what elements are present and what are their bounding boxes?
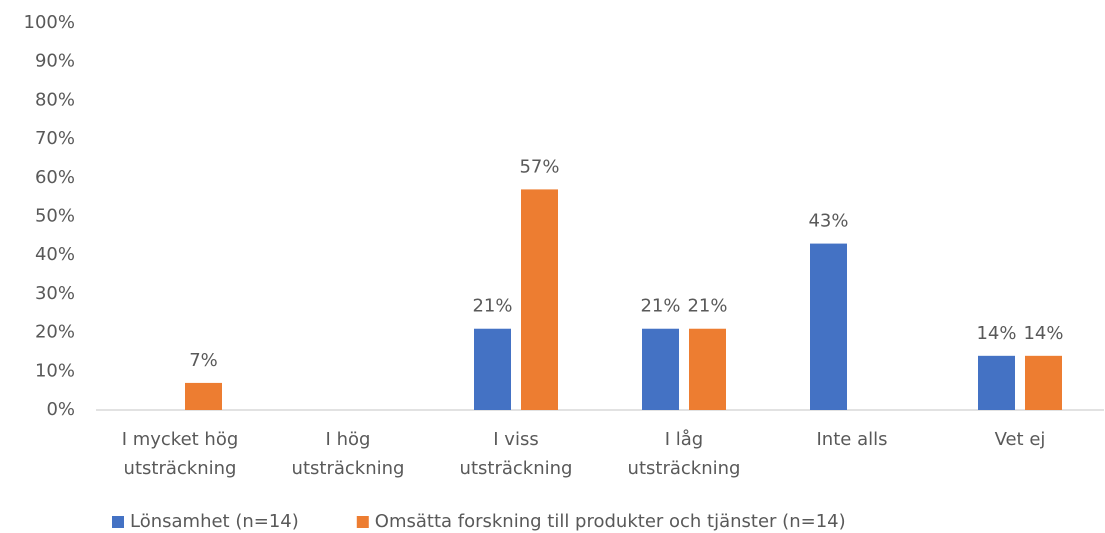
y-tick-label: 0% bbox=[46, 399, 75, 420]
x-tick-label: utsträckning bbox=[292, 458, 405, 479]
data-label: 43% bbox=[808, 211, 848, 232]
bar bbox=[521, 189, 558, 410]
y-tick-label: 20% bbox=[35, 322, 75, 343]
y-tick-label: 40% bbox=[35, 244, 75, 265]
legend-swatch bbox=[356, 516, 369, 528]
bar bbox=[689, 328, 726, 410]
data-label: 7% bbox=[189, 350, 218, 371]
bar bbox=[810, 243, 847, 410]
legend-label: Lönsamhet (n=14) bbox=[130, 511, 299, 532]
x-tick-label: I hög bbox=[326, 429, 371, 450]
data-label: 57% bbox=[519, 156, 559, 177]
bar bbox=[1025, 355, 1062, 410]
data-label: 21% bbox=[640, 296, 680, 317]
bar bbox=[474, 328, 511, 410]
y-tick-label: 10% bbox=[35, 360, 75, 381]
x-tick-label: I låg bbox=[665, 429, 704, 450]
y-tick-label: 50% bbox=[35, 206, 75, 227]
y-tick-label: 80% bbox=[35, 89, 75, 110]
data-label: 14% bbox=[976, 323, 1016, 344]
data-label: 21% bbox=[472, 296, 512, 317]
y-tick-label: 90% bbox=[35, 51, 75, 72]
bar bbox=[978, 355, 1015, 410]
bar bbox=[185, 382, 222, 410]
y-tick-label: 100% bbox=[24, 12, 75, 33]
legend-swatch bbox=[112, 516, 124, 528]
legend-label: Omsätta forskning till produkter och tjä… bbox=[375, 511, 846, 532]
bar bbox=[642, 328, 679, 410]
data-label: 14% bbox=[1023, 323, 1063, 344]
x-tick-label: utsträckning bbox=[460, 458, 573, 479]
x-tick-label: I mycket hög bbox=[122, 429, 239, 450]
x-tick-label: Vet ej bbox=[995, 429, 1046, 450]
y-tick-label: 70% bbox=[35, 128, 75, 149]
x-tick-label: utsträckning bbox=[628, 458, 741, 479]
y-tick-label: 60% bbox=[35, 167, 75, 188]
x-tick-label: I viss bbox=[493, 429, 538, 450]
data-label: 21% bbox=[687, 296, 727, 317]
x-tick-label: Inte alls bbox=[817, 429, 888, 450]
y-tick-label: 30% bbox=[35, 283, 75, 304]
x-tick-label: utsträckning bbox=[124, 458, 237, 479]
